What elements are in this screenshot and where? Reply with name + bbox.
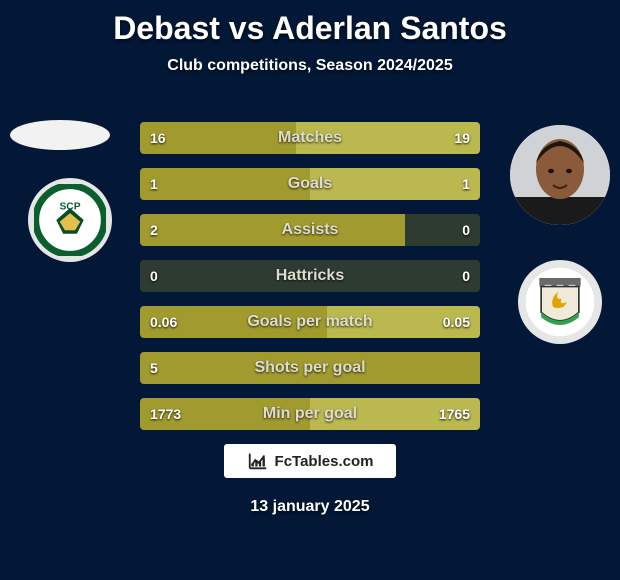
stat-row: Hattricks0 0 [140, 260, 480, 292]
club1-badge-icon: SCP [34, 184, 106, 256]
brand-text: FcTables.com [275, 453, 374, 470]
stat-bar-right [310, 398, 480, 430]
player2-avatar [510, 125, 610, 225]
stat-bar-left [140, 214, 405, 246]
stat-bar-right [296, 122, 480, 154]
player2-face-icon [510, 125, 610, 225]
stat-row: Min per goal17731765 [140, 398, 480, 430]
stat-bar-left [140, 168, 310, 200]
stat-value-left: 0 [140, 260, 168, 292]
stat-value-right: 0 [452, 214, 480, 246]
stat-bar-right [327, 306, 480, 338]
stat-value-right: 0 [452, 260, 480, 292]
stat-row: Goals per match0.060.05 [140, 306, 480, 338]
stat-bar-left [140, 352, 480, 384]
footer-date: 13 january 2025 [0, 498, 620, 516]
page-subtitle: Club competitions, Season 2024/2025 [0, 57, 620, 75]
comparison-chart: Matches1619Goals11Assists20Hattricks00Go… [140, 122, 480, 444]
brand-badge: FcTables.com [224, 444, 396, 478]
club1-badge: SCP [28, 178, 112, 262]
player1-avatar [10, 120, 110, 150]
stat-row: Shots per goal5 [140, 352, 480, 384]
brand-chart-icon [247, 450, 269, 472]
stat-row: Matches1619 [140, 122, 480, 154]
stat-bar-right [310, 168, 480, 200]
stat-row: Assists20 [140, 214, 480, 246]
stat-label: Hattricks [140, 260, 480, 292]
stat-bar-left [140, 306, 327, 338]
stat-bar-left [140, 398, 310, 430]
stat-row: Goals11 [140, 168, 480, 200]
club2-badge [518, 260, 602, 344]
stat-bar-left [140, 122, 296, 154]
page-title: Debast vs Aderlan Santos [0, 0, 620, 47]
club2-badge-icon [524, 266, 596, 338]
